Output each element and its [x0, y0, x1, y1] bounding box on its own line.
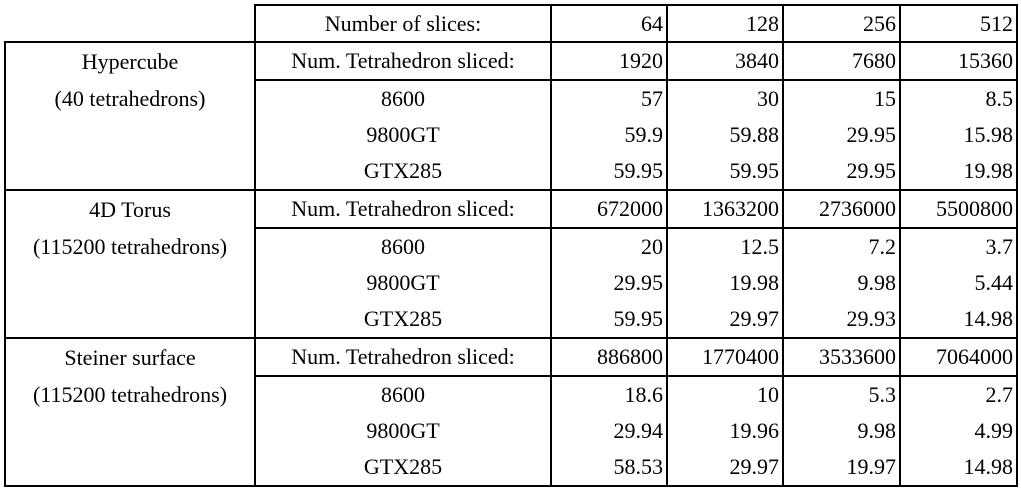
value-cell: 9.98: [783, 413, 901, 449]
table-row: 4D Torus Num. Tetrahedron sliced: 672000…: [4, 189, 1018, 229]
value-cell: 7064000: [900, 337, 1018, 377]
value-cell: 2.7: [900, 376, 1018, 413]
value-cell: 59.95: [551, 301, 668, 339]
value-cell: 58.53: [551, 449, 668, 487]
value-cell: 15: [783, 80, 901, 117]
table-row: GTX285 59.95 29.97 29.93 14.98: [4, 301, 1018, 339]
table-row: 9800GT 29.94 19.96 9.98 4.99: [4, 413, 1018, 449]
group-subtitle: (115200 tetrahedrons): [4, 376, 256, 413]
value-cell: 29.95: [783, 117, 901, 153]
row-label: Num. Tetrahedron sliced:: [255, 189, 552, 229]
value-cell: 59.95: [667, 153, 784, 191]
slices-header-cell: 512: [900, 4, 1018, 42]
row-label: 9800GT: [255, 117, 552, 153]
value-cell: 18.6: [551, 376, 668, 413]
slices-header-cell: 64: [551, 4, 668, 42]
value-cell: 10: [667, 376, 784, 413]
value-cell: 7.2: [783, 228, 901, 265]
value-cell: 15.98: [900, 117, 1018, 153]
corner-cell: [5, 5, 255, 42]
value-cell: 59.9: [551, 117, 668, 153]
group-blank: [4, 413, 256, 449]
value-cell: 29.93: [783, 301, 901, 339]
value-cell: 1770400: [667, 337, 784, 377]
row-label: 9800GT: [255, 265, 552, 301]
group-blank: [4, 117, 256, 153]
table-row: 9800GT 29.95 19.98 9.98 5.44: [4, 265, 1018, 301]
table-row: (115200 tetrahedrons) 8600 18.6 10 5.3 2…: [4, 376, 1018, 413]
value-cell: 9.98: [783, 265, 901, 301]
group-blank: [4, 153, 256, 191]
value-cell: 3.7: [900, 228, 1018, 265]
group-blank: [4, 301, 256, 339]
header-row: Number of slices: 64 128 256 512: [5, 4, 1018, 42]
value-cell: 1920: [551, 41, 668, 81]
value-cell: 29.95: [783, 153, 901, 191]
value-cell: 57: [551, 80, 668, 117]
value-cell: 886800: [551, 337, 668, 377]
value-cell: 29.94: [551, 413, 668, 449]
table-row: GTX285 58.53 29.97 19.97 14.98: [4, 449, 1018, 487]
slices-header-cell: 128: [667, 4, 784, 42]
value-cell: 12.5: [667, 228, 784, 265]
value-cell: 14.98: [900, 301, 1018, 339]
value-cell: 1363200: [667, 189, 784, 229]
group-name: Hypercube: [4, 41, 256, 80]
group-blank: [4, 449, 256, 487]
value-cell: 2736000: [783, 189, 901, 229]
row-label: 8600: [255, 376, 552, 413]
value-cell: 14.98: [900, 449, 1018, 487]
row-label: GTX285: [255, 301, 552, 339]
value-cell: 8.5: [900, 80, 1018, 117]
row-label: Num. Tetrahedron sliced:: [255, 337, 552, 377]
value-cell: 19.98: [667, 265, 784, 301]
row-label: Num. Tetrahedron sliced:: [255, 41, 552, 81]
value-cell: 19.98: [900, 153, 1018, 191]
group-name: Steiner surface: [4, 337, 256, 376]
value-cell: 30: [667, 80, 784, 117]
value-cell: 4.99: [900, 413, 1018, 449]
slices-header-cell: 256: [783, 4, 901, 42]
group-subtitle: (115200 tetrahedrons): [4, 228, 256, 265]
group-subtitle: (40 tetrahedrons): [4, 80, 256, 117]
table-row: 9800GT 59.9 59.88 29.95 15.98: [4, 117, 1018, 153]
row-label: 8600: [255, 228, 552, 265]
table-row: Steiner surface Num. Tetrahedron sliced:…: [4, 337, 1018, 377]
value-cell: 672000: [551, 189, 668, 229]
value-cell: 20: [551, 228, 668, 265]
table-row: (115200 tetrahedrons) 8600 20 12.5 7.2 3…: [4, 228, 1018, 265]
value-cell: 29.95: [551, 265, 668, 301]
value-cell: 59.95: [551, 153, 668, 191]
group-name: 4D Torus: [4, 189, 256, 228]
row-label: 8600: [255, 80, 552, 117]
value-cell: 29.97: [667, 301, 784, 339]
value-cell: 15360: [900, 41, 1018, 81]
group-blank: [4, 265, 256, 301]
slices-label: Number of slices:: [254, 4, 552, 42]
value-cell: 29.97: [667, 449, 784, 487]
value-cell: 19.96: [667, 413, 784, 449]
row-label: GTX285: [255, 153, 552, 191]
value-cell: 5.3: [783, 376, 901, 413]
table-row: (40 tetrahedrons) 8600 57 30 15 8.5: [4, 80, 1018, 117]
table-row: Hypercube Num. Tetrahedron sliced: 1920 …: [4, 41, 1018, 81]
value-cell: 19.97: [783, 449, 901, 487]
results-table: Number of slices: 64 128 256 512 Hypercu…: [4, 4, 1018, 487]
row-label: GTX285: [255, 449, 552, 487]
value-cell: 5500800: [900, 189, 1018, 229]
row-label: 9800GT: [255, 413, 552, 449]
value-cell: 3533600: [783, 337, 901, 377]
value-cell: 59.88: [667, 117, 784, 153]
value-cell: 3840: [667, 41, 784, 81]
value-cell: 7680: [783, 41, 901, 81]
value-cell: 5.44: [900, 265, 1018, 301]
table-row: GTX285 59.95 59.95 29.95 19.98: [4, 153, 1018, 191]
